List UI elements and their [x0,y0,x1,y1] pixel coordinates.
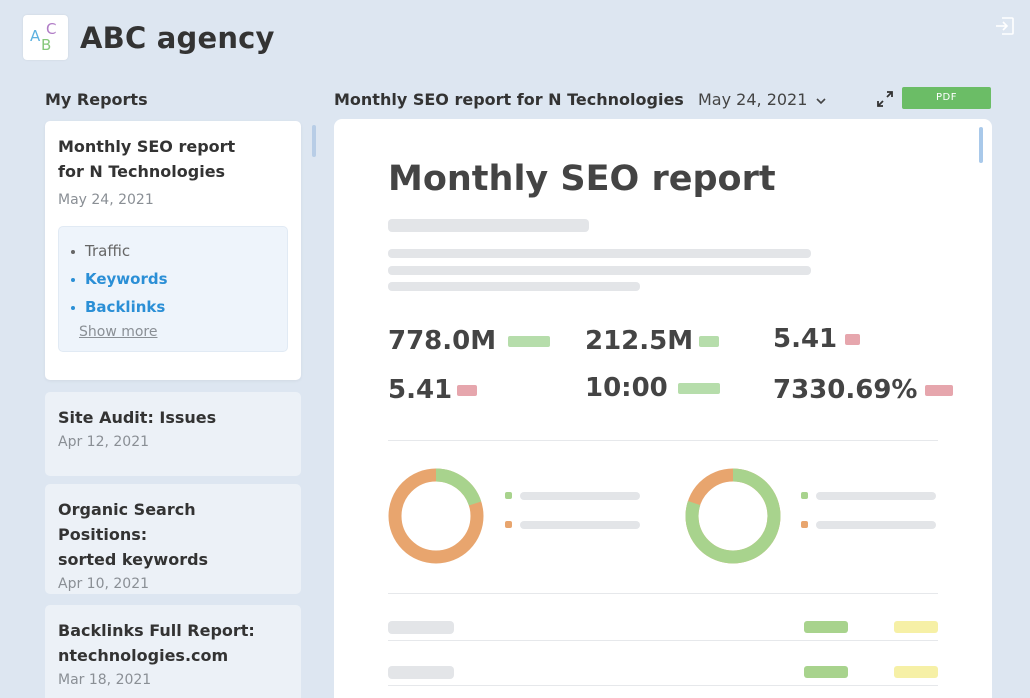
metric-value: 212.5M [585,326,694,356]
logo-letter-c: C [46,20,57,38]
table-cell-placeholder [388,666,454,679]
date-select[interactable]: May 24, 2021 [698,90,826,109]
legend-dot-orange [505,521,512,528]
legend-dot-green [505,492,512,499]
report-title-line: Organic Search Positions: [58,500,196,544]
metric-3: 5.41 [773,324,861,354]
donut-chart-2 [685,468,781,564]
report-title-line: for N Technologies [58,162,226,181]
section-item-traffic[interactable]: Traffic [67,237,277,265]
logo-letter-b: B [41,36,52,54]
report-title-line: Backlinks Full Report: [58,621,255,640]
chevron-down-icon [815,97,826,104]
date-select-value: May 24, 2021 [698,90,808,109]
report-card-title: Site Audit: Issues [58,405,288,430]
placeholder-line [388,249,811,258]
report-card-title: Backlinks Full Report: ntechnologies.com [58,618,288,668]
section-divider [388,593,938,594]
metric-1: 778.0M [388,326,551,356]
legend-placeholder [520,492,640,500]
section-item-keywords[interactable]: Keywords [67,265,277,293]
metric-value: 5.41 [388,375,453,405]
placeholder-line [388,266,811,275]
donut-chart-1 [388,468,484,564]
my-reports-title: My Reports [45,90,148,109]
metric-5: 10:00 [585,373,720,403]
sidebar-scrollbar[interactable] [312,125,316,157]
report-card-backlinks-full[interactable]: Backlinks Full Report: ntechnologies.com… [45,605,301,698]
legend-placeholder [816,492,936,500]
report-sections-list: Traffic Keywords Backlinks Show more [58,226,288,352]
report-card-date: Apr 10, 2021 [58,576,150,592]
metric-2: 212.5M [585,326,720,356]
table-cell-placeholder [388,621,454,634]
report-title-line: Site Audit: Issues [58,408,217,427]
metric-value: 778.0M [388,326,497,356]
donut-green-segment [388,468,484,564]
trend-up-bar [677,382,720,394]
placeholder-line [388,282,640,291]
metric-value: 7330.69% [773,375,918,405]
placeholder-line [388,219,589,232]
expand-icon[interactable] [876,90,894,108]
trend-down-bar [925,384,954,396]
exit-icon[interactable] [993,14,1017,38]
trend-up-bar [699,335,720,347]
table-tag-yellow [894,621,938,633]
table-row-divider [388,640,938,641]
report-card-organic-positions[interactable]: Organic Search Positions: sorted keyword… [45,484,301,594]
table-tag-green [804,666,848,678]
table-tag-yellow [894,666,938,678]
report-card-monthly-seo[interactable]: Monthly SEO report for N Technologies Ma… [45,121,301,380]
report-card-title: Monthly SEO report for N Technologies [58,134,288,184]
legend-placeholder [816,521,936,529]
pdf-export-button[interactable]: PDF [902,87,991,109]
preview-scrollbar[interactable] [979,127,983,163]
report-card-date: Apr 12, 2021 [58,434,150,450]
show-more-link[interactable]: Show more [79,324,158,340]
preview-heading: Monthly SEO report [388,159,776,199]
trend-up-bar [508,335,551,347]
metric-4: 5.41 [388,375,478,405]
report-card-site-audit[interactable]: Site Audit: Issues Apr 12, 2021 [45,392,301,476]
report-title: Monthly SEO report for N Technologies [334,90,684,109]
legend-dot-green [801,492,808,499]
trend-down-bar [457,384,478,396]
agency-logo: A C B [23,15,68,60]
section-item-backlinks[interactable]: Backlinks [67,293,277,321]
report-card-date: Mar 18, 2021 [58,672,152,688]
table-tag-green [804,621,848,633]
report-card-title: Organic Search Positions: sorted keyword… [58,497,288,572]
section-divider [388,440,938,441]
report-title-line: ntechnologies.com [58,646,229,665]
report-title-line: Monthly SEO report [58,137,236,156]
brand-name: ABC agency [80,21,275,55]
table-row-divider [388,685,938,686]
metric-value: 5.41 [773,324,838,354]
donut-green-segment [685,468,781,564]
report-title-line: sorted keywords [58,550,209,569]
report-card-date: May 24, 2021 [58,192,154,208]
legend-dot-orange [801,521,808,528]
trend-down-bar [845,333,861,345]
metric-value: 10:00 [585,373,668,403]
legend-placeholder [520,521,640,529]
report-preview[interactable]: Monthly SEO report 778.0M 212.5M 5.41 5.… [334,119,992,698]
logo-letter-a: A [30,27,41,45]
metric-6: 7330.69% [773,375,954,405]
